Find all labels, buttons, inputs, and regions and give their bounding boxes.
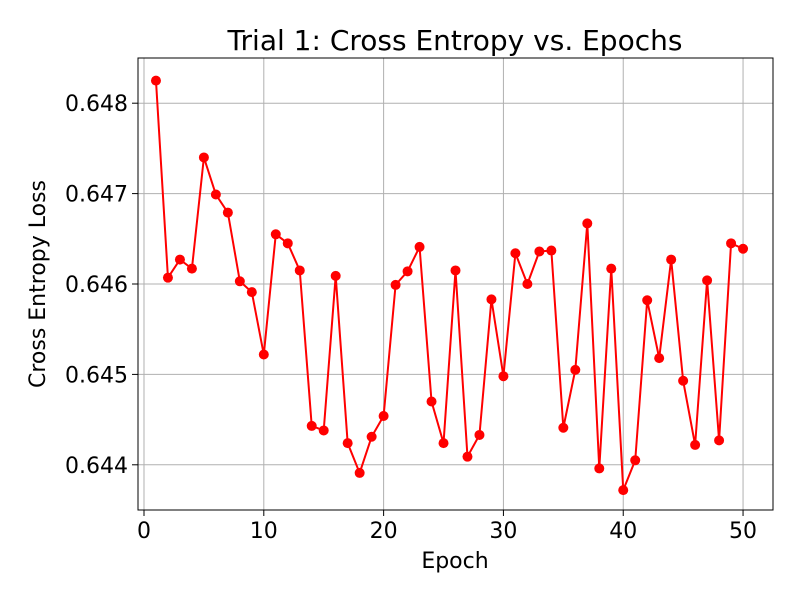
data-point [510, 248, 521, 259]
data-point [198, 152, 209, 163]
data-point [606, 263, 617, 274]
data-point [258, 349, 269, 360]
x-axis-label: Epoch [421, 549, 488, 574]
data-point [246, 287, 257, 298]
data-point [210, 189, 221, 200]
data-point [654, 353, 665, 364]
data-point [294, 265, 305, 276]
y-tick-label: 0.646 [65, 273, 128, 298]
data-point [702, 275, 713, 286]
y-tick-label: 0.647 [65, 183, 128, 208]
data-point [546, 245, 557, 256]
data-point [714, 435, 725, 446]
data-point [474, 429, 485, 440]
data-point [222, 207, 233, 218]
data-point [558, 422, 569, 433]
data-point [150, 75, 161, 86]
data-point [270, 229, 281, 240]
data-point [498, 371, 509, 382]
data-point [450, 265, 461, 276]
data-point [666, 254, 677, 265]
data-point [630, 455, 641, 466]
data-point [522, 279, 533, 289]
x-tick-label: 40 [609, 519, 637, 544]
y-tick-label: 0.644 [65, 454, 128, 479]
x-tick-label: 30 [489, 519, 517, 544]
data-point [390, 279, 401, 290]
data-point [618, 485, 629, 496]
x-tick-label: 20 [370, 519, 398, 544]
data-point [738, 243, 749, 254]
data-point [726, 238, 737, 249]
x-tick-label: 10 [250, 519, 278, 544]
data-point [438, 438, 449, 449]
y-axis-label: Cross Entropy Loss [26, 180, 51, 388]
data-point [162, 272, 173, 283]
data-point [354, 467, 365, 478]
data-point [318, 425, 329, 436]
y-tick-label: 0.648 [65, 92, 128, 117]
data-point [570, 364, 581, 375]
data-point [690, 439, 701, 450]
data-point [642, 295, 653, 306]
x-tick-label: 50 [729, 519, 757, 544]
data-point [378, 410, 389, 421]
data-point [582, 218, 593, 229]
series-cross-entropy [150, 75, 749, 496]
data-point [174, 254, 185, 265]
data-point [282, 238, 293, 249]
data-point [234, 276, 245, 287]
data-point [426, 396, 437, 407]
data-point [330, 270, 341, 281]
x-tick-label: 0 [137, 519, 151, 544]
data-point [366, 431, 377, 442]
data-point [306, 420, 317, 431]
data-point [486, 294, 497, 305]
data-point [462, 451, 473, 462]
data-point [414, 241, 425, 252]
data-point [186, 263, 197, 274]
data-point [594, 463, 605, 474]
chart-title: Trial 1: Cross Entropy vs. Epochs [227, 24, 683, 57]
y-tick-label: 0.645 [65, 363, 128, 388]
data-point [402, 266, 413, 277]
data-point [678, 375, 689, 386]
axis-ticks: 0 10 20 30 40 50 0.644 0.645 0.646 0.647 0.648 [65, 92, 757, 544]
data-point [534, 246, 545, 257]
data-point [342, 438, 353, 449]
series-line [154, 80, 744, 491]
